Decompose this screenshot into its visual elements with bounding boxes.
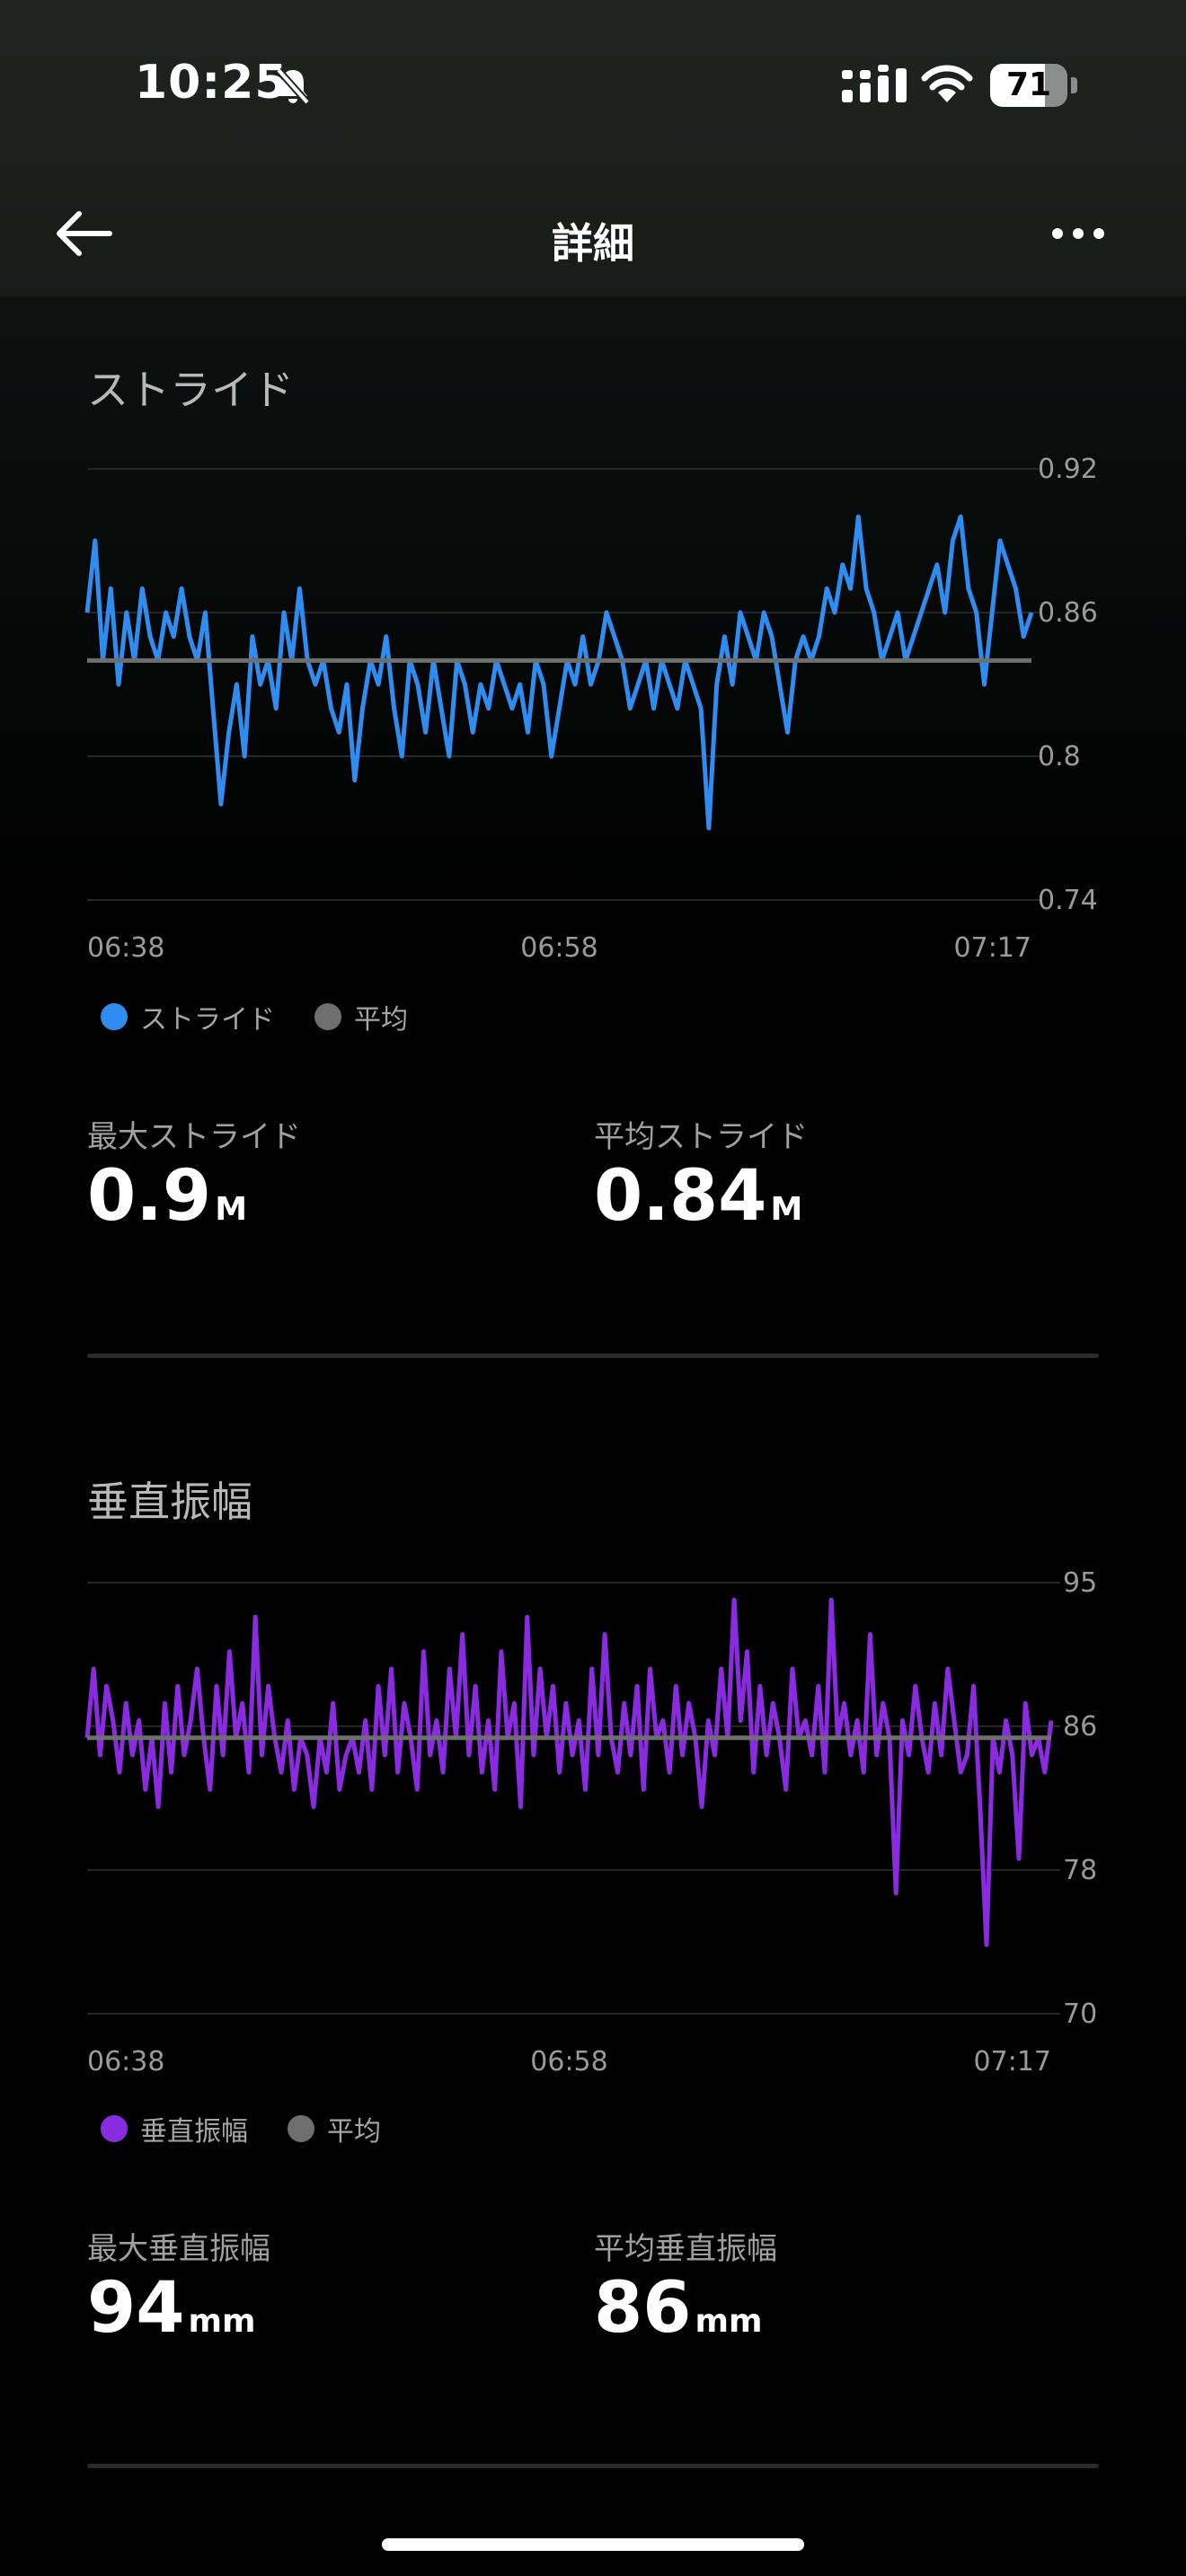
vertical-x-tick-label: 07:17 <box>974 2046 1051 2078</box>
max-vertical-label: 最大垂直振幅 <box>87 2231 270 2267</box>
battery-fill <box>990 64 1046 107</box>
section-divider <box>87 1354 1099 1358</box>
vertical-legend-series: 垂直振幅 <box>101 2109 248 2148</box>
avg-vertical-value: 86 <box>594 2268 692 2349</box>
vertical-y-tick-label: 95 <box>1063 1567 1097 1599</box>
vertical-section-title: 垂直振幅 <box>87 1478 252 1526</box>
stride-legend: ストライド 平均 <box>101 997 447 1037</box>
avg-vertical-label: 平均垂直振幅 <box>594 2231 777 2267</box>
max-stride-stat: 最大ストライド 0.9 M <box>87 1112 301 1231</box>
stride-y-tick-label: 0.74 <box>1038 885 1098 916</box>
back-arrow-icon[interactable] <box>54 207 117 260</box>
battery-indicator: 71 <box>990 64 1080 109</box>
vertical-y-tick-label: 78 <box>1063 1855 1097 1886</box>
navigation-bar: 詳細 <box>0 171 1186 296</box>
cellular-signal-icon <box>842 65 907 102</box>
vertical-x-tick-label: 06:38 <box>87 2046 164 2078</box>
vertical-chart-svg: 95 86 78 70 06:38 06:58 07:17 <box>84 1567 1097 2078</box>
stride-x-tick-label: 06:58 <box>520 932 597 964</box>
wifi-icon <box>921 65 973 102</box>
vertical-x-tick-label: 06:58 <box>530 2046 607 2078</box>
max-stride-value: 0.9 <box>87 1156 212 1237</box>
stride-section-title: ストライド <box>87 366 294 414</box>
stride-x-tick-label: 07:17 <box>954 932 1031 964</box>
stride-x-tick-label: 06:38 <box>87 932 164 964</box>
home-indicator[interactable] <box>382 2538 804 2551</box>
stride-y-tick-label: 0.86 <box>1038 597 1098 629</box>
vertical-series-line <box>84 1597 1054 1947</box>
vertical-chart: 95 86 78 70 06:38 06:58 07:17 <box>0 1563 1186 2084</box>
max-vertical-stat: 最大垂直振幅 94 mm <box>87 2224 270 2343</box>
status-bar: 10:25 71 <box>0 0 1186 171</box>
more-options-icon[interactable] <box>1047 207 1110 260</box>
stride-y-tick-label: 0.92 <box>1038 454 1098 485</box>
vertical-legend-average: 平均 <box>288 2109 381 2148</box>
vertical-legend: 垂直振幅 平均 <box>101 2109 420 2148</box>
header-background <box>0 0 1186 296</box>
avg-vertical-unit: mm <box>695 2303 763 2340</box>
stride-series-line <box>84 514 1034 831</box>
max-stride-unit: M <box>215 1191 248 1228</box>
page-title: 詳細 <box>552 219 634 268</box>
avg-stride-value: 0.84 <box>594 1156 767 1237</box>
battery-percent: 71 <box>1005 66 1052 103</box>
vertical-y-tick-label: 86 <box>1063 1711 1097 1742</box>
vertical-y-tick-label: 70 <box>1063 1998 1097 2030</box>
max-stride-label: 最大ストライド <box>87 1119 301 1155</box>
status-time: 10:25 <box>135 56 288 110</box>
content-background <box>0 296 1186 925</box>
avg-stride-stat: 平均ストライド 0.84 M <box>594 1112 808 1231</box>
max-vertical-value: 94 <box>87 2268 185 2349</box>
avg-vertical-stat: 平均垂直振幅 86 mm <box>594 2224 777 2343</box>
avg-stride-unit: M <box>770 1191 803 1228</box>
avg-stride-label: 平均ストライド <box>594 1119 808 1155</box>
stride-chart-svg: 0.92 0.86 0.8 0.74 06:38 06:58 07:17 <box>84 454 1098 964</box>
section-divider-bottom <box>87 2464 1099 2468</box>
stride-y-tick-label: 0.8 <box>1038 741 1081 772</box>
silent-bell-icon <box>276 67 310 105</box>
stride-legend-average: 平均 <box>314 997 408 1037</box>
stride-legend-series: ストライド <box>101 997 275 1037</box>
stride-chart: 0.92 0.86 0.8 0.74 06:38 06:58 07:17 <box>0 449 1186 970</box>
max-vertical-unit: mm <box>188 2303 256 2340</box>
